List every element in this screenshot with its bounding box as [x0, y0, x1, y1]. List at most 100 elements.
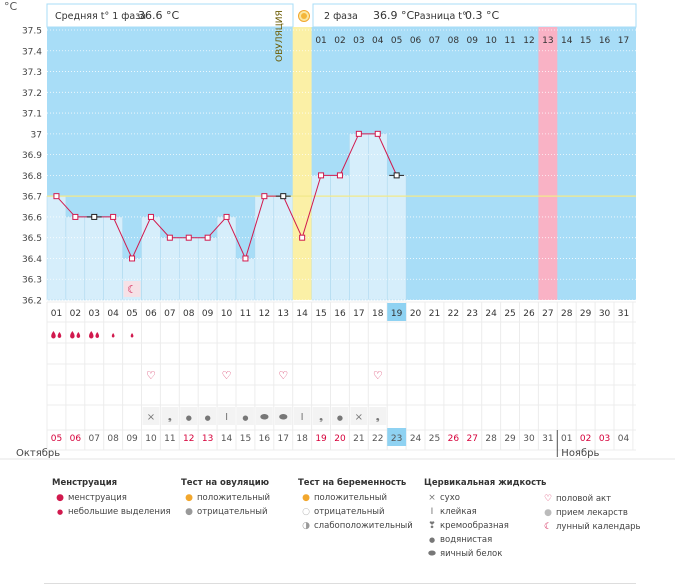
calendar-date-label: 09 [126, 434, 138, 444]
cycle-day-label: 25 [504, 309, 515, 319]
temperature-point [374, 130, 381, 137]
moon-icon: ☾ [543, 522, 553, 532]
calendar-date-label: 25 [429, 434, 440, 444]
legend-pregnancy-positive: ● положительный [298, 491, 413, 505]
temperature-point [280, 193, 287, 200]
drop [95, 332, 100, 338]
drop [130, 333, 134, 338]
next-cycle-day-label: 07 [429, 36, 440, 46]
calendar-date-label: 08 [107, 434, 119, 444]
calendar-date-label: 07 [89, 434, 100, 444]
temperature-point [185, 234, 192, 241]
cycle-day-label: 30 [599, 309, 611, 319]
temperature-point [318, 172, 325, 179]
temperature-point [355, 130, 362, 137]
legend-pregnancy-weak: ◑ слабоположительный [298, 519, 413, 533]
calendar-date-label: 10 [145, 434, 157, 444]
legend-ovulation-negative: ● отрицательный [181, 505, 270, 519]
temperature-point [299, 234, 306, 241]
calendar-date-label: 20 [334, 434, 346, 444]
heart-icon: ♡ [146, 369, 156, 382]
calendar-date-label: 23 [391, 434, 402, 444]
cycle-day-label: 10 [221, 309, 233, 319]
legend-cervical-watery: ● водянистая [424, 533, 546, 547]
calendar-date-label: 05 [51, 434, 62, 444]
y-tick-label: 36.5 [22, 234, 42, 244]
calendar-date-label: 21 [353, 434, 364, 444]
drop-heavy-icon: ● [56, 493, 64, 503]
mucus-cell [161, 407, 179, 425]
y-tick-label: 37.2 [22, 89, 42, 99]
temperature-point [204, 234, 211, 241]
moon-marker-bg [123, 281, 141, 297]
drop-light-icon [130, 333, 134, 338]
calendar-date-label: 11 [164, 434, 175, 444]
sun-positive-icon: ● [185, 493, 193, 503]
heart-icon: ♡ [373, 369, 383, 382]
diff-label: Разница t° [414, 11, 467, 22]
cycle-day-label: 05 [126, 309, 137, 319]
legend-menstruation-light: ● небольшие выделения [52, 505, 171, 519]
mucus-cell [199, 407, 217, 425]
cycle-day-label: 19 [391, 309, 403, 319]
cycle-day-label: 23 [467, 309, 478, 319]
cycle-day-label: 09 [202, 309, 214, 319]
calendar-date-label: 03 [599, 434, 610, 444]
y-tick-label: 36.3 [22, 276, 42, 286]
legend-menstruation: Менструация ● менструация ● небольшие выде… [52, 478, 171, 519]
pregnancy-weak-icon: ◑ [302, 521, 310, 531]
calendar-date-label: 28 [485, 434, 497, 444]
cycle-day-label: 31 [618, 309, 629, 319]
temperature-point [336, 172, 343, 179]
cycle-day-label: 18 [372, 309, 384, 319]
temperature-point [261, 193, 268, 200]
mucus-cell [312, 407, 330, 425]
eggwhite-icon: ⬬ [279, 412, 288, 423]
cycle-day-label: 28 [561, 309, 573, 319]
temperature-point [53, 193, 60, 200]
sun-icon [298, 10, 310, 22]
cycle-day-label: 15 [315, 309, 326, 319]
next-cycle-day-label: 14 [561, 36, 573, 46]
eggwhite-icon: ⬬ [428, 549, 436, 559]
cycle-day-label: 01 [51, 309, 62, 319]
next-cycle-day-label: 05 [391, 36, 402, 46]
calendar-date-label: 30 [523, 434, 535, 444]
watery-icon: ● [337, 414, 343, 422]
moon-icon: ☾ [127, 283, 137, 296]
temperature-bar [84, 216, 104, 301]
creamy-icon: ❣ [428, 521, 436, 531]
legend-cervical-eggwhite: ⬬ яичный белок [424, 547, 546, 561]
temperature-point [223, 213, 230, 220]
temperature-point [91, 213, 98, 220]
mucus-cell [180, 407, 198, 425]
temperature-bar [179, 237, 199, 301]
y-tick-label: 37 [31, 130, 42, 140]
temperature-point [110, 213, 117, 220]
drop [111, 333, 115, 338]
legend-pregnancy-title: Тест на беременность [298, 478, 407, 488]
next-cycle-day-label: 08 [448, 36, 460, 46]
ovulation-column [292, 27, 312, 300]
diff-value: 0.3 °C [465, 9, 499, 22]
drop [57, 332, 62, 338]
temperature-bar [46, 195, 67, 301]
watery-icon: ● [242, 414, 248, 422]
cycle-day-label: 26 [523, 309, 535, 319]
cycle-day-label: 03 [89, 309, 100, 319]
drop [89, 331, 94, 339]
temperature-bar [386, 175, 407, 301]
cycle-day-label: 08 [183, 309, 195, 319]
temperature-bar [197, 237, 218, 301]
next-cycle-day-label: 16 [599, 36, 611, 46]
legend-cervical-title: Цервикальная жидкость [424, 478, 547, 488]
dry-icon: × [355, 412, 363, 423]
temperature-bar [254, 195, 275, 301]
month-left-label: Октябрь [16, 448, 60, 459]
cycle-day-label: 27 [542, 309, 553, 319]
legend-cervical-creamy: ❣ кремообразная [424, 519, 546, 533]
mucus-cell [255, 407, 273, 425]
cycle-day-label: 21 [429, 309, 440, 319]
pregnancy-positive-icon: ● [302, 493, 310, 503]
watery-icon: ● [428, 536, 436, 544]
